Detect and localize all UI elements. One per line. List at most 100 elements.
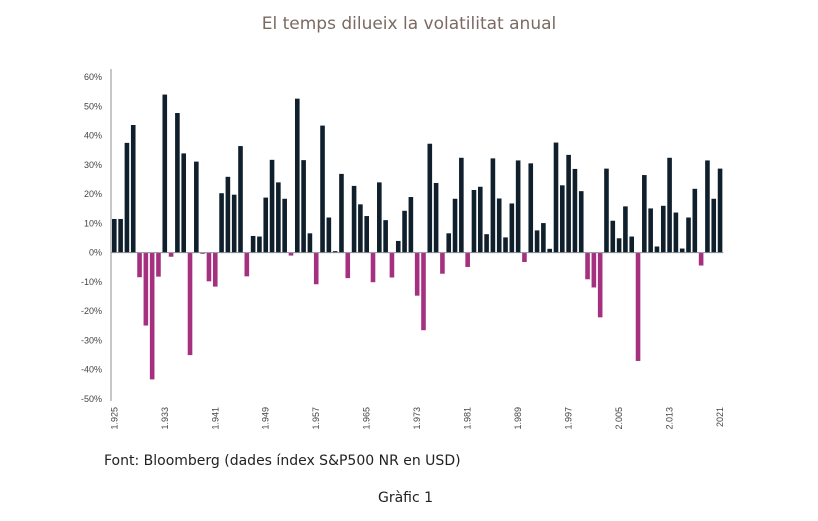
bar-1972 <box>408 197 414 253</box>
bar-1976 <box>433 182 439 253</box>
bar-1998 <box>572 168 578 253</box>
x-tick-label: 1.933 <box>160 407 170 430</box>
bar-1962 <box>345 252 351 279</box>
y-axis-ticks: 60% 50% 40% 30% 20% 10% 0% -10% -20% -30% -40% -50% <box>81 72 102 404</box>
bar-1995 <box>553 142 559 253</box>
x-tick-label: 1.957 <box>311 407 321 430</box>
bar-1931 <box>149 252 155 380</box>
bar-1956 <box>307 233 313 253</box>
bar-2002 <box>597 252 603 318</box>
y-tick-label: 40% <box>84 131 102 141</box>
y-tick-label: -40% <box>81 365 102 375</box>
bar-1958 <box>320 125 325 253</box>
bar-1963 <box>351 185 357 253</box>
bar-1990 <box>522 252 527 263</box>
bar-2017 <box>692 188 698 253</box>
bar-2009 <box>642 175 647 253</box>
bar-1940 <box>206 252 212 282</box>
bar-1943 <box>225 176 231 253</box>
source-note: Font: Bloomberg (dades índex S&P500 NR e… <box>104 453 461 469</box>
bar-1967 <box>377 182 382 253</box>
bar-2016 <box>686 217 691 253</box>
x-tick-label: 2.013 <box>665 407 675 430</box>
x-tick-label: 2.005 <box>614 407 624 430</box>
bar-1935 <box>175 113 180 253</box>
bar-2000 <box>585 252 590 280</box>
y-tick-label: 50% <box>84 101 102 111</box>
bar-1959 <box>326 217 332 253</box>
bar-1971 <box>402 210 407 253</box>
x-axis-ticks: 1.925 1.933 1.941 1.949 1.957 1.965 1.973 1.981… <box>109 407 725 430</box>
bar-1925 <box>112 218 117 253</box>
bar-2013 <box>667 157 672 253</box>
bar-2006 <box>623 206 628 253</box>
bar-1951 <box>276 182 281 253</box>
bar-2012 <box>660 205 666 253</box>
x-tick-label: 1.973 <box>412 407 422 430</box>
bar-2005 <box>616 238 622 253</box>
x-tick-label: 1.997 <box>564 407 574 430</box>
bar-1933 <box>162 94 168 253</box>
bar-2011 <box>654 246 660 253</box>
bar-2007 <box>629 236 635 253</box>
bar-1934 <box>168 252 174 257</box>
y-tick-label: 30% <box>84 160 102 170</box>
bar-1987 <box>503 237 508 253</box>
bar-1961 <box>339 173 344 253</box>
bar-1955 <box>301 160 306 253</box>
bar-1945 <box>238 146 243 253</box>
bar-1936 <box>181 153 187 253</box>
bar-1980 <box>459 157 464 253</box>
bar-1948 <box>257 236 262 253</box>
y-tick-label: -20% <box>81 306 102 316</box>
bar-1952 <box>282 198 287 253</box>
bar-1981 <box>465 252 470 267</box>
bar-1944 <box>231 194 237 253</box>
bar-1928 <box>130 125 136 253</box>
y-tick-label: -10% <box>81 277 102 287</box>
bar-2020 <box>711 198 717 253</box>
bar-1932 <box>156 252 161 277</box>
bar-1983 <box>477 186 483 253</box>
bar-1968 <box>383 220 388 253</box>
bar-2008 <box>635 252 641 361</box>
bar-1988 <box>509 203 515 253</box>
bar-2019 <box>705 160 710 253</box>
bar-1947 <box>250 235 256 253</box>
chart-title: El temps dilueix la volatilitat anual <box>261 14 557 34</box>
bar-1978 <box>446 233 452 253</box>
y-tick-label: 20% <box>84 189 102 199</box>
x-tick-label: 1.989 <box>513 407 523 430</box>
bars <box>112 94 723 380</box>
bar-1946 <box>244 252 250 277</box>
x-tick-label: 1.965 <box>362 407 372 430</box>
bar-2003 <box>604 168 609 253</box>
x-tick-label: 2021 <box>715 407 725 427</box>
bar-1929 <box>137 252 142 278</box>
bar-1973 <box>414 252 420 296</box>
y-tick-label: -50% <box>81 394 102 404</box>
bar-2021 <box>717 168 723 253</box>
bar-1927 <box>124 142 130 253</box>
bar-2010 <box>648 208 653 253</box>
x-tick-label: 1.925 <box>109 407 119 430</box>
bar-1994 <box>547 248 552 253</box>
bar-2014 <box>673 212 679 253</box>
bar-1939 <box>200 252 205 254</box>
bar-1964 <box>358 204 363 253</box>
y-tick-label: 10% <box>84 218 102 228</box>
bar-1979 <box>452 198 458 253</box>
bar-1999 <box>578 191 584 253</box>
bar-1966 <box>370 252 376 283</box>
bar-2001 <box>591 252 597 288</box>
bar-1960 <box>332 251 338 253</box>
bar-1993 <box>541 223 546 253</box>
bar-1969 <box>389 252 395 278</box>
bar-1938 <box>194 161 199 253</box>
bar-1982 <box>471 189 477 253</box>
figure-caption: Gràfic 1 <box>378 490 434 506</box>
y-tick-label: -30% <box>81 335 102 345</box>
bar-1992 <box>534 230 540 253</box>
bar-1991 <box>528 163 534 253</box>
